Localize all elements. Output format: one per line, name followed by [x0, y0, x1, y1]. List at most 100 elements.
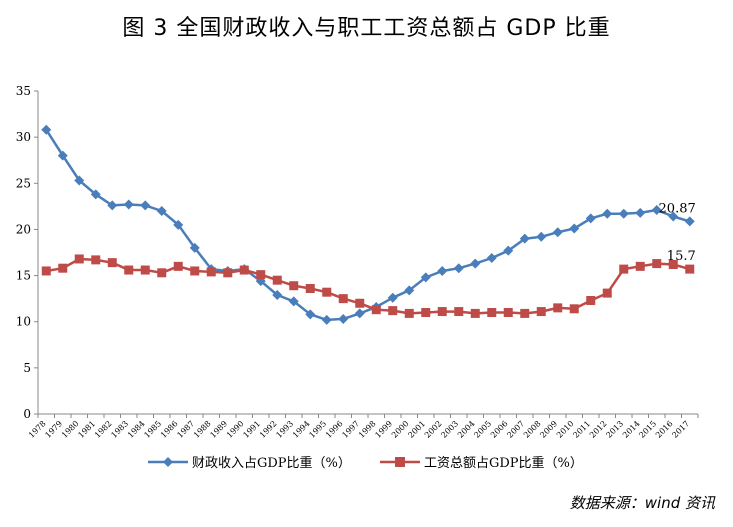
series-line [45, 129, 691, 322]
data-point [57, 150, 68, 161]
data-point [189, 242, 200, 253]
x-tick-label: 1990 [225, 419, 246, 440]
x-tick-label: 1985 [142, 419, 163, 440]
series-0: 20.87 [41, 124, 696, 325]
x-tick-label: 2005 [472, 419, 493, 440]
data-point [74, 254, 84, 264]
data-point [668, 211, 679, 222]
data-point [387, 292, 398, 303]
data-point [569, 223, 580, 234]
x-tick-label: 1996 [324, 419, 345, 440]
y-tick-label: 5 [23, 361, 31, 375]
data-point [206, 267, 216, 277]
data-point [618, 208, 629, 219]
y-tick-label: 35 [16, 84, 31, 98]
data-point [107, 200, 118, 211]
data-point [553, 303, 563, 313]
x-tick-label: 1987 [175, 419, 196, 440]
series-1: 15.7 [41, 249, 696, 318]
x-tick-label: 2006 [489, 419, 510, 440]
x-tick-label: 2008 [522, 419, 543, 440]
data-point [272, 275, 282, 285]
x-tick-label: 1989 [208, 419, 229, 440]
x-tick-label: 1994 [291, 419, 312, 440]
x-tick-label: 2015 [637, 419, 658, 440]
x-tick-label: 1991 [241, 419, 262, 440]
data-point [602, 208, 613, 219]
x-tick-label: 2001 [406, 419, 427, 440]
data-point [552, 227, 563, 238]
data-point [305, 283, 315, 293]
data-point [487, 307, 497, 317]
data-point [289, 281, 299, 291]
data-point [107, 258, 117, 268]
data-point [668, 259, 678, 269]
series-line [46, 257, 691, 315]
data-point [140, 265, 150, 275]
data-point [651, 205, 662, 216]
data-point [156, 205, 167, 216]
data-point [305, 309, 316, 320]
data-point [173, 261, 183, 271]
data-point [338, 313, 349, 324]
data-point [421, 307, 431, 317]
data-point [223, 268, 233, 278]
data-point [371, 305, 381, 315]
end-data-label: 20.87 [659, 201, 696, 216]
data-point [41, 124, 52, 135]
data-point [41, 266, 51, 276]
y-tick-label: 10 [16, 315, 31, 329]
data-point [239, 265, 249, 275]
legend-item-wage: 工资总额占GDP比重（%） [380, 452, 583, 471]
data-point [58, 263, 68, 273]
data-point [536, 307, 546, 317]
data-point [635, 207, 646, 218]
data-point [619, 264, 629, 274]
legend-marker-wage [380, 456, 420, 467]
data-point [503, 245, 514, 256]
x-tick-label: 1992 [258, 419, 279, 440]
x-tick-label: 1979 [43, 419, 64, 440]
x-tick-label: 2009 [538, 419, 559, 440]
data-point [470, 308, 480, 318]
data-point [602, 288, 612, 298]
data-point [470, 258, 481, 269]
y-tick-label: 25 [16, 176, 31, 190]
x-tick-label: 2017 [670, 419, 691, 440]
y-tick-label: 30 [16, 130, 31, 144]
x-tick-label: 1986 [159, 419, 180, 440]
data-point [503, 307, 513, 317]
data-point [173, 219, 184, 230]
x-tick-label: 1998 [357, 419, 378, 440]
data-point [437, 307, 447, 317]
end-data-label: 15.7 [667, 249, 696, 264]
x-tick-label: 1983 [109, 419, 130, 440]
data-point [140, 200, 151, 211]
x-tick-label: 1993 [274, 419, 295, 440]
x-tick-label: 2016 [654, 419, 675, 440]
x-tick-label: 2012 [588, 419, 609, 440]
y-tick-label: 20 [16, 222, 31, 236]
axes: 0510152025303519781979198019811982198319… [16, 84, 699, 440]
data-point [256, 270, 266, 280]
y-tick-label: 0 [23, 407, 31, 421]
data-point [388, 306, 398, 316]
data-point [404, 285, 415, 296]
x-tick-label: 1982 [93, 419, 114, 440]
data-point [486, 253, 497, 264]
x-tick-label: 1980 [60, 419, 81, 440]
data-point [157, 268, 167, 278]
data-point [519, 233, 530, 244]
x-tick-label: 1984 [126, 419, 147, 440]
data-point [74, 175, 85, 186]
x-tick-label: 2013 [604, 419, 625, 440]
data-point [123, 199, 134, 210]
data-point [536, 231, 547, 242]
legend-marker-fiscal [148, 456, 188, 467]
data-point [520, 308, 530, 318]
x-tick-label: 1988 [192, 419, 213, 440]
data-point [322, 287, 332, 297]
x-tick-label: 1999 [373, 419, 394, 440]
legend-label-wage: 工资总额占GDP比重（%） [424, 456, 583, 471]
data-point [684, 216, 695, 227]
